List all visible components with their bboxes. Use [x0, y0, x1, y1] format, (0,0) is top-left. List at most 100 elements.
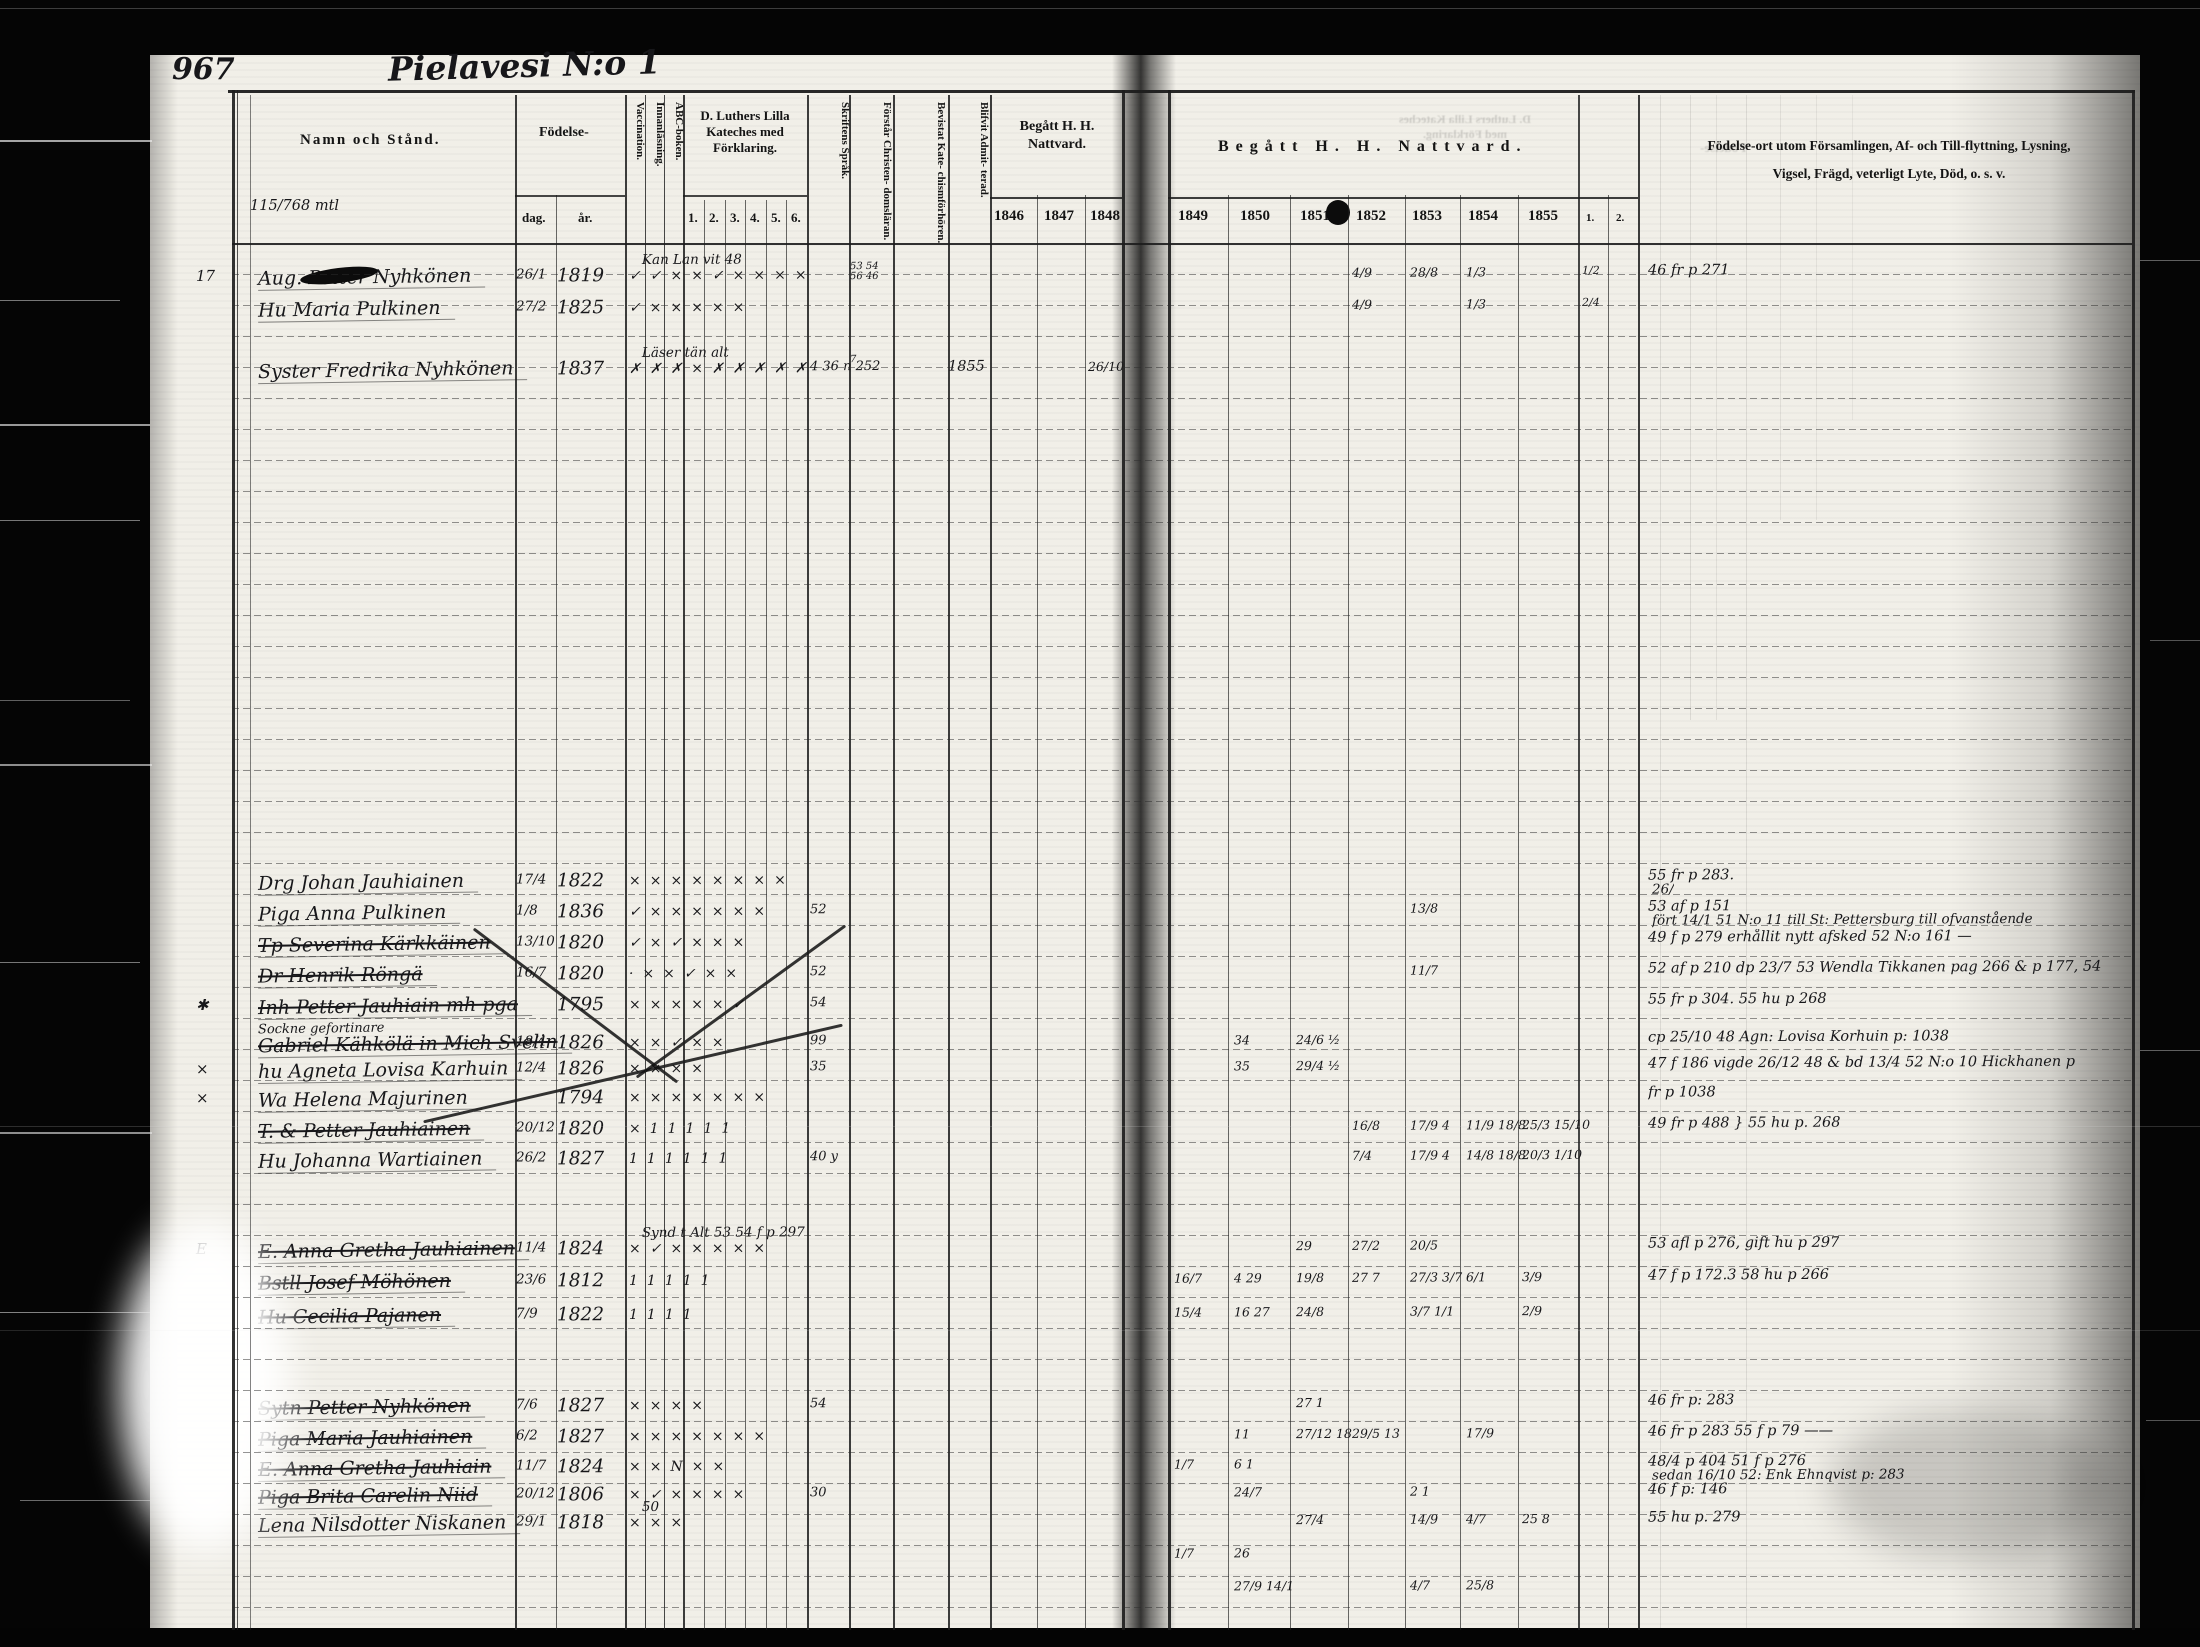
communion-1850: 4 29 [1233, 1270, 1262, 1286]
grid-line-horizontal [515, 195, 625, 197]
record-name: E. Anna Gretha Jauhiain [257, 1455, 506, 1482]
skrift-mark: 35 [809, 1059, 827, 1075]
birth-day: 23/6 [515, 1271, 547, 1288]
note: fr p 1038 [1647, 1084, 1716, 1101]
communion-1851: 29 [1295, 1238, 1312, 1254]
row-rule-line [232, 1266, 2132, 1267]
col-header-abc-boken: ABC-boken. [673, 102, 685, 161]
record-name: Piga Maria Jauhiainen [257, 1425, 487, 1452]
birth-day: 20/12 [515, 1485, 555, 1502]
communion-1849: 1/7 [1173, 1545, 1195, 1561]
record-name: Tp Severina Kärkkäinen [257, 931, 505, 958]
photo-scratch [0, 764, 152, 766]
grid-line-vertical [990, 95, 992, 1630]
reading-marks: ·××✓×× [628, 965, 747, 983]
reading-marks: ××××××× [628, 1428, 775, 1446]
grid-line-vertical [250, 95, 251, 1630]
communion-1854: 17/9 [1465, 1425, 1495, 1441]
row-rule-line [232, 1421, 2132, 1422]
communion-1854: 6/1 [1465, 1269, 1487, 1285]
note: cp 25/10 48 Agn: Lovisa Korhuin p: 1038 [1647, 1028, 1949, 1046]
birth-year: 1812 [556, 1270, 605, 1292]
communion-1855: 3/9 [1521, 1269, 1543, 1285]
row-rule-line [232, 987, 2132, 988]
skrift-mark: 52 [809, 902, 827, 918]
birth-day: 26/2 [515, 1149, 547, 1166]
row-rule-line [232, 1018, 2132, 1019]
birth-day: 12/4 [515, 1059, 547, 1076]
row-rule-line [232, 894, 2132, 895]
row-rule-line [232, 1204, 2132, 1205]
communion-1853: 4/7 [1409, 1577, 1431, 1593]
communion-1854: 25/8 [1465, 1577, 1495, 1593]
col-header-forstar-christendomslaran: Förstår Christen- domsläran. [881, 102, 893, 241]
birth-year: 1822 [556, 1304, 605, 1326]
grid-line-vertical [515, 95, 517, 1630]
col-header-notes-line2: Vigsel, Frägd, veterligt Lyte, Död, o. s… [1772, 166, 2006, 181]
row-rule-line [232, 832, 2132, 833]
col-header-vaccination: Vaccination. [634, 102, 646, 160]
reading-marks: ✓××××× [628, 299, 754, 317]
communion-1852: 29/5 13 [1351, 1425, 1400, 1441]
record-name: Hu Johanna Wartiainen [257, 1147, 497, 1174]
photo-scratch [0, 424, 150, 426]
skrift-mark: 54 [809, 995, 827, 1011]
note: 53 afl p 276, gift hu p 297 [1647, 1234, 1840, 1252]
row-rule-line [232, 336, 2132, 337]
birth-year: 1825 [556, 297, 605, 319]
skrift-mark: 40 y [809, 1149, 839, 1165]
margin-mark: E [195, 1239, 207, 1258]
year-col-1851: 1851 [1300, 208, 1330, 224]
grid-line-vertical [1608, 195, 1609, 1630]
script-note: Kan Lan vit 48 [641, 251, 742, 268]
margin-mark: ✱ [195, 995, 209, 1014]
communion-1853: 17/9 4 [1409, 1117, 1451, 1133]
row-rule-line [232, 522, 2132, 523]
grid-line-vertical [948, 95, 950, 1630]
birth-year: 1818 [556, 1512, 605, 1534]
row-rule-line [232, 708, 2132, 709]
communion-1853: 27/3 3/7 [1409, 1269, 1463, 1285]
margin-mark: × [195, 1059, 209, 1078]
photo-scratch [0, 700, 130, 701]
grid-line-vertical [893, 95, 895, 1630]
communion-1853: 17/9 4 [1409, 1147, 1451, 1163]
reading-marks: ✓×✓××× [628, 934, 754, 952]
photo-scratch [0, 8, 2200, 9]
col-header-begatt-right: Begått H. H. Nattvard. [1218, 138, 1528, 155]
grid-line-vertical [1290, 195, 1291, 1630]
row-rule-line [232, 1297, 2132, 1298]
row-rule-line [232, 367, 2132, 368]
communion-1850: 11 [1233, 1426, 1250, 1442]
script-note: Synd t Alt 53 54 f p 297 [641, 1224, 805, 1241]
birth-year: 1826 [556, 1058, 605, 1080]
col-header-bevistat-katechismforhoren: Bevistat Kate- chismförhören. [935, 102, 947, 244]
grid-line-vertical [1405, 195, 1406, 1630]
row-rule-line [232, 305, 2132, 306]
communion-1851: 24/6 ½ [1295, 1031, 1341, 1048]
row-rule-line [232, 1576, 2132, 1577]
row-rule-line [232, 460, 2132, 461]
communion-1854: 1/3 [1465, 264, 1487, 280]
birth-day: 27/2 [515, 298, 547, 315]
reading-marks: ✓×××××× [628, 903, 775, 921]
grid-line-vertical [1780, 95, 1781, 520]
birth-year: 1820 [556, 932, 605, 954]
communion-1853: 20/5 [1409, 1237, 1439, 1253]
record-name: T. & Petter Jauhiainen [257, 1117, 485, 1144]
note: 47 f p 172.3 58 hu p 266 [1647, 1266, 1829, 1284]
page-number: 967 [172, 52, 235, 87]
page-title: Pielavesi N:o 1 [387, 42, 662, 89]
reading-marks: ××××××× [628, 1089, 775, 1107]
year-col-1847: 1847 [1044, 208, 1074, 224]
communion-1849: 15/4 [1173, 1304, 1203, 1320]
reading-marks: ✗✗✗×✗✗✗✗✗ [628, 360, 816, 378]
col-header-skriftens-sprak: Skriftens Språk. [839, 102, 851, 180]
record-name: Piga Anna Pulkinen [257, 900, 461, 927]
row-rule-line [232, 1049, 2132, 1050]
row-rule-line [232, 429, 2132, 430]
script-note: Läser tän alt [641, 344, 729, 361]
row-rule-line [232, 770, 2132, 771]
col-header-name: Namn och Stånd. [300, 132, 441, 148]
